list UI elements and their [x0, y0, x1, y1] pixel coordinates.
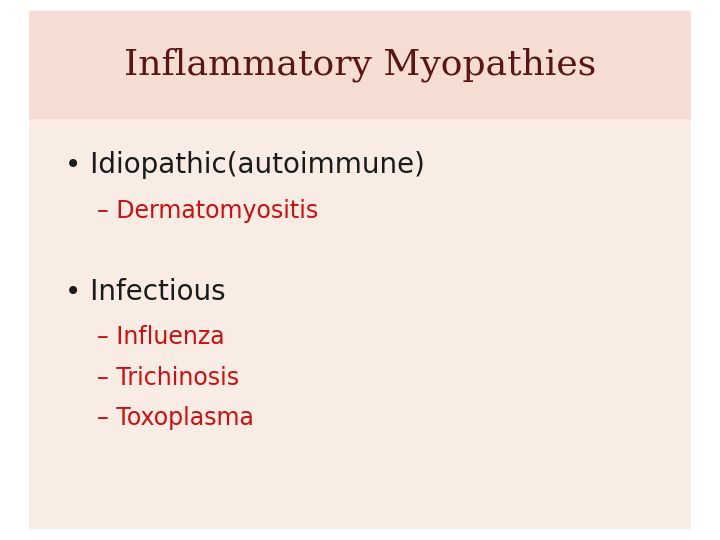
Text: • Idiopathic(autoimmune): • Idiopathic(autoimmune) [65, 151, 425, 179]
Text: Inflammatory Myopathies: Inflammatory Myopathies [124, 48, 596, 82]
Text: – Trichinosis: – Trichinosis [97, 366, 239, 390]
Text: – Dermatomyositis: – Dermatomyositis [97, 199, 318, 222]
Text: • Infectious: • Infectious [65, 278, 225, 306]
FancyBboxPatch shape [29, 11, 691, 119]
Text: – Influenza: – Influenza [97, 326, 225, 349]
Text: – Toxoplasma: – Toxoplasma [97, 407, 254, 430]
FancyBboxPatch shape [29, 11, 691, 529]
